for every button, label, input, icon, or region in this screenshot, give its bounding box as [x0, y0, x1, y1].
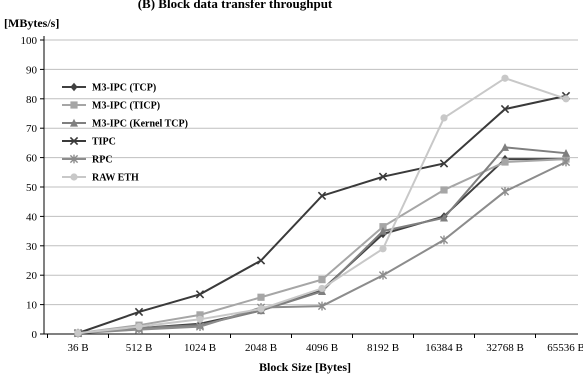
- y-tick-label: 30: [26, 241, 38, 253]
- y-tick-label: 70: [26, 123, 38, 135]
- circle-marker: [379, 245, 386, 252]
- legend-entry: M3-IPC (TICP): [62, 101, 160, 112]
- y-tick-label: 60: [26, 153, 38, 165]
- series-4: [74, 158, 569, 338]
- series-5: [74, 75, 569, 337]
- y-tick-label: 90: [26, 64, 38, 76]
- x-tick-label: 1024 B: [184, 342, 216, 354]
- legend-label: TIPC: [92, 137, 116, 148]
- square-marker: [70, 101, 77, 108]
- diamond-marker: [70, 83, 77, 91]
- y-tick-label: 0: [32, 329, 38, 341]
- legend-label: M3-IPC (Kernel TCP): [92, 119, 188, 130]
- legend-entry: RAW ETH: [62, 173, 139, 184]
- y-tick-label: 80: [26, 94, 38, 106]
- x-tick-label: 36 B: [67, 342, 88, 354]
- y-tick-label: 20: [26, 270, 38, 282]
- y-tick-label: 10: [26, 300, 38, 312]
- x-tick-label: 16384 B: [425, 342, 463, 354]
- y-tick-label: 100: [21, 35, 38, 47]
- y-axis-title: [MBytes/s]: [4, 16, 59, 30]
- x-tick-label: 65536 B: [547, 342, 583, 354]
- circle-marker: [135, 323, 142, 330]
- y-tick-label: 40: [26, 211, 38, 223]
- circle-marker: [74, 330, 81, 337]
- legend-entry: TIPC: [62, 137, 116, 148]
- legend-label: M3-IPC (TICP): [92, 101, 160, 112]
- x-axis-title: Block Size [Bytes]: [259, 360, 351, 374]
- x-tick-label: 2048 B: [245, 342, 277, 354]
- star-marker: [440, 236, 447, 245]
- series-layer: [74, 75, 570, 338]
- circle-marker: [318, 285, 325, 292]
- x-marker: [257, 257, 264, 264]
- chart-title: (B) Block data transfer throughput: [138, 0, 333, 11]
- legend-entry: M3-IPC (TCP): [62, 83, 156, 94]
- circle-marker: [196, 316, 203, 323]
- circle-marker: [257, 305, 264, 312]
- legend-entry: RPC: [62, 155, 113, 166]
- x-tick-label: 4096 B: [306, 342, 338, 354]
- circle-marker: [501, 75, 508, 82]
- legend-label: M3-IPC (TCP): [92, 83, 156, 94]
- legend: M3-IPC (TCP) M3-IPC (TICP) M3-IPC (Kernel …: [62, 83, 188, 184]
- circle-marker: [70, 173, 77, 180]
- square-marker: [440, 186, 447, 193]
- star-marker: [501, 187, 508, 196]
- legend-label: RPC: [92, 155, 113, 166]
- circle-marker: [440, 114, 447, 121]
- x-tick-label: 32768 B: [486, 342, 524, 354]
- square-marker: [501, 158, 508, 165]
- square-marker: [318, 276, 325, 283]
- circle-marker: [562, 95, 569, 102]
- legend-label: RAW ETH: [92, 173, 139, 184]
- y-tick-label: 50: [26, 182, 38, 194]
- square-marker: [257, 294, 264, 301]
- series-line: [78, 96, 566, 333]
- x-tick-label: 8192 B: [367, 342, 399, 354]
- x-tick-label: 512 B: [126, 342, 153, 354]
